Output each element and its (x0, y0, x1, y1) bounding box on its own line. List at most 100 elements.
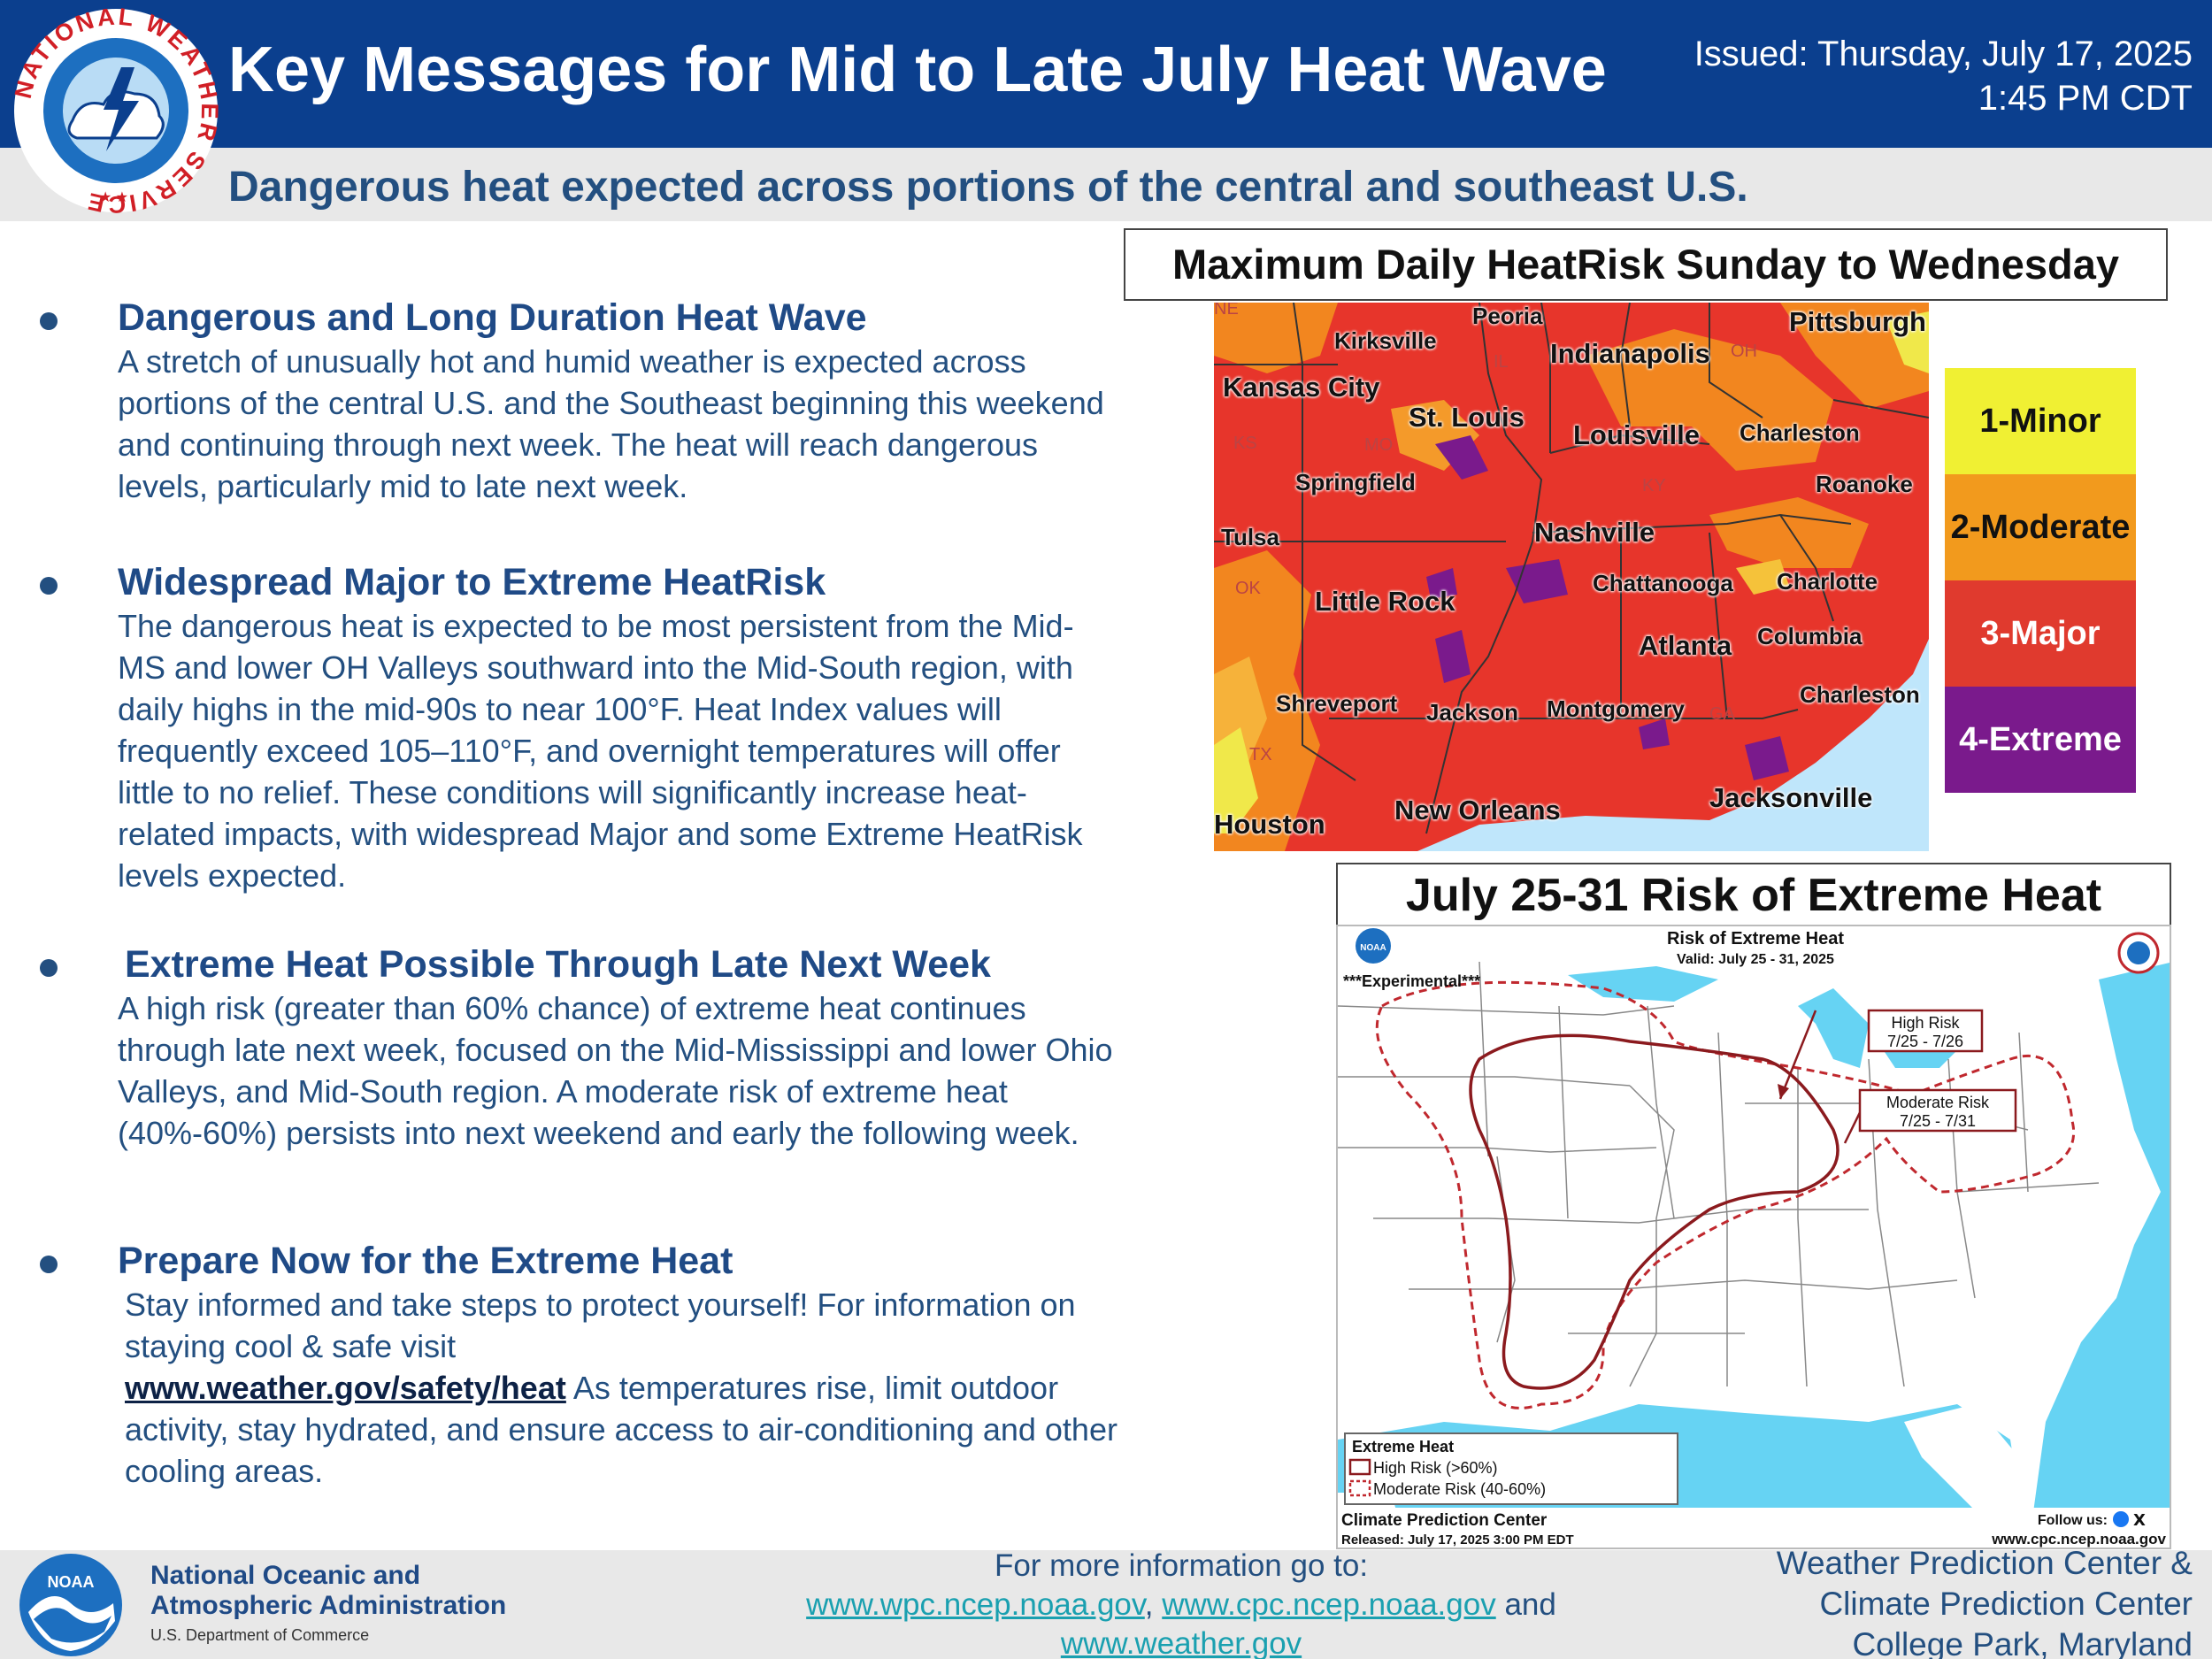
state-label: OK (1235, 579, 1261, 598)
more-info-links: www.wpc.ncep.noaa.gov, www.cpc.ncep.noaa… (672, 1586, 1690, 1624)
city-label: Louisville (1573, 419, 1700, 450)
city-label: Nashville (1534, 517, 1655, 548)
state-label: IL (1494, 352, 1509, 372)
city-label: Springfield (1295, 469, 1416, 495)
city-label: Peoria (1472, 303, 1543, 329)
bullet-dot (40, 577, 58, 595)
city-label: St. Louis (1409, 402, 1525, 433)
city-label: Columbia (1757, 623, 1863, 649)
key-message-body: A stretch of unusually hot and humid wea… (118, 343, 1104, 504)
key-message-body: The dangerous heat is expected to be mos… (118, 608, 1083, 894)
moderate-risk-box-label: Moderate Risk (1886, 1094, 1990, 1111)
key-message-1: Dangerous and Long Duration Heat Wave A … (40, 295, 1119, 507)
city-label: Chattanooga (1593, 570, 1733, 596)
more-info-label: For more information go to: (994, 1548, 1369, 1583)
valid-dates: Valid: July 25 - 31, 2025 (1677, 952, 1834, 967)
state-label: NE (1214, 303, 1239, 319)
credit-line: Weather Prediction Center & (1776, 1545, 2193, 1581)
noaa-department: U.S. Department of Commerce (150, 1626, 370, 1644)
city-label: Montgomery (1547, 695, 1685, 722)
heatrisk-map-graphic (1214, 303, 1929, 851)
state-label: GA (1709, 704, 1735, 724)
legend-minor: 1-Minor (1945, 368, 2136, 474)
city-label: Indianapolis (1550, 338, 1710, 369)
city-label: Little Rock (1315, 586, 1455, 617)
state-label: TX (1249, 745, 1272, 764)
noaa-logo-text: NOAA (48, 1573, 95, 1591)
heatrisk-map: Peoria Kirksville Pittsburgh Indianapoli… (1214, 303, 1929, 851)
city-label: New Orleans (1394, 795, 1561, 826)
state-label: KS (1233, 434, 1257, 453)
separator: , (1144, 1587, 1154, 1622)
city-label: Atlanta (1639, 630, 1732, 661)
city-label: Jackson (1426, 699, 1519, 726)
more-info-links: www.weather.gov (672, 1624, 1690, 1659)
extreme-heat-map-graphic: Risk of Extreme Heat Valid: July 25 - 31… (1338, 926, 2170, 1548)
key-message-heading: Widespread Major to Extreme HeatRisk (118, 561, 826, 603)
credit-line: Climate Prediction Center (1819, 1586, 2193, 1622)
city-label: Charleston (1740, 419, 1860, 446)
cpc-site: www.cpc.ncep.noaa.gov (1991, 1531, 2166, 1548)
body-text: Stay informed and take steps to protect … (125, 1286, 1076, 1364)
key-message-body: A high risk (greater than 60% chance) of… (118, 990, 1113, 1151)
noaa-badge-text: NOAA (1360, 943, 1386, 953)
key-message-3: Extreme Heat Possible Through Late Next … (40, 941, 1119, 1154)
high-risk-box-dates: 7/25 - 7/26 (1887, 1033, 1963, 1050)
body-text: As temperatures rise, limit outdoor acti… (125, 1370, 1118, 1489)
legend-moderate-risk: Moderate Risk (40-60%) (1373, 1480, 1546, 1498)
svg-text:★ ★: ★ ★ (99, 190, 128, 205)
city-label: Pittsburgh (1789, 306, 1926, 337)
issued-date: Issued: Thursday, July 17, 2025 (1694, 35, 2193, 73)
credit-line: College Park, Maryland (1852, 1626, 2193, 1659)
city-label: Charlotte (1777, 568, 1878, 595)
facebook-icon[interactable] (2113, 1511, 2129, 1527)
key-message-heading: Extreme Heat Possible Through Late Next … (125, 943, 991, 986)
bullet-dot (40, 312, 58, 330)
city-label: Kirksville (1334, 327, 1437, 354)
legend-high-risk: High Risk (>60%) (1373, 1459, 1498, 1477)
header-bar (0, 0, 2212, 148)
weather-gov-link[interactable]: www.weather.gov (1060, 1626, 1302, 1659)
legend-major: 3-Major (1945, 580, 2136, 687)
wpc-link[interactable]: www.wpc.ncep.noaa.gov (806, 1587, 1145, 1622)
state-label: OH (1731, 342, 1757, 361)
legend-extreme: 4-Extreme (1945, 687, 2136, 793)
state-label: MO (1364, 435, 1394, 455)
legend-moderate: 2-Moderate (1945, 474, 2136, 580)
noaa-name: National Oceanic and Atmospheric Adminis… (150, 1561, 506, 1621)
noaa-logo: NOAA (19, 1554, 122, 1656)
key-message-2: Widespread Major to Extreme HeatRisk The… (40, 559, 1119, 896)
centers-credit: Weather Prediction Center & Climate Pred… (1777, 1543, 2193, 1659)
heat-safety-link[interactable]: www.weather.gov/safety/heat (125, 1370, 566, 1406)
subtitle-band (0, 148, 2212, 221)
bullet-dot (40, 1256, 58, 1273)
inner-title: Risk of Extreme Heat (1667, 929, 1844, 949)
extreme-heat-map-title: July 25-31 Risk of Extreme Heat (1336, 863, 2171, 925)
city-label: Kansas City (1223, 372, 1380, 403)
city-label: Houston (1214, 809, 1325, 840)
page-subtitle: Dangerous heat expected across portions … (228, 164, 1748, 211)
x-icon[interactable]: X (2133, 1511, 2146, 1530)
experimental-label: ***Experimental*** (1343, 972, 1480, 990)
cpc-label: Climate Prediction Center (1341, 1511, 1548, 1530)
city-label: Shreveport (1276, 690, 1398, 717)
issued-time: 1:45 PM CDT (1978, 79, 2193, 118)
key-message-4: Prepare Now for the Extreme Heat Stay in… (40, 1238, 1119, 1492)
noaa-name-line: Atmospheric Administration (150, 1591, 507, 1620)
city-label: Tulsa (1221, 524, 1279, 550)
city-label: Jacksonville (1709, 782, 1873, 813)
noaa-name-line: National Oceanic and (150, 1561, 421, 1590)
heatrisk-map-title: Maximum Daily HeatRisk Sunday to Wednesd… (1124, 228, 2168, 301)
high-risk-box-label: High Risk (1891, 1014, 1960, 1032)
moderate-risk-box-dates: 7/25 - 7/31 (1900, 1112, 1976, 1130)
heatrisk-legend: 1-Minor 2-Moderate 3-Major 4-Extreme (1945, 368, 2136, 793)
more-info: For more information go to: www.wpc.ncep… (672, 1547, 1690, 1659)
footer-bar (0, 1550, 2212, 1659)
city-label: Charleston (1800, 681, 1920, 708)
state-label: KY (1642, 476, 1666, 495)
legend-title: Extreme Heat (1352, 1438, 1454, 1455)
extreme-heat-map: Risk of Extreme Heat Valid: July 25 - 31… (1336, 925, 2171, 1549)
cpc-link[interactable]: www.cpc.ncep.noaa.gov (1162, 1587, 1496, 1622)
page-title: Key Messages for Mid to Late July Heat W… (228, 35, 1607, 105)
and-text: and (1504, 1587, 1556, 1622)
